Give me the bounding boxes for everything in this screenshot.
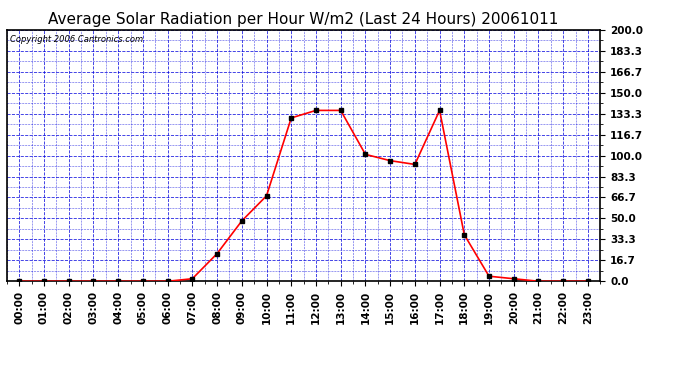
Text: Copyright 2006 Cantronics.com: Copyright 2006 Cantronics.com bbox=[10, 35, 143, 44]
Title: Average Solar Radiation per Hour W/m2 (Last 24 Hours) 20061011: Average Solar Radiation per Hour W/m2 (L… bbox=[48, 12, 559, 27]
